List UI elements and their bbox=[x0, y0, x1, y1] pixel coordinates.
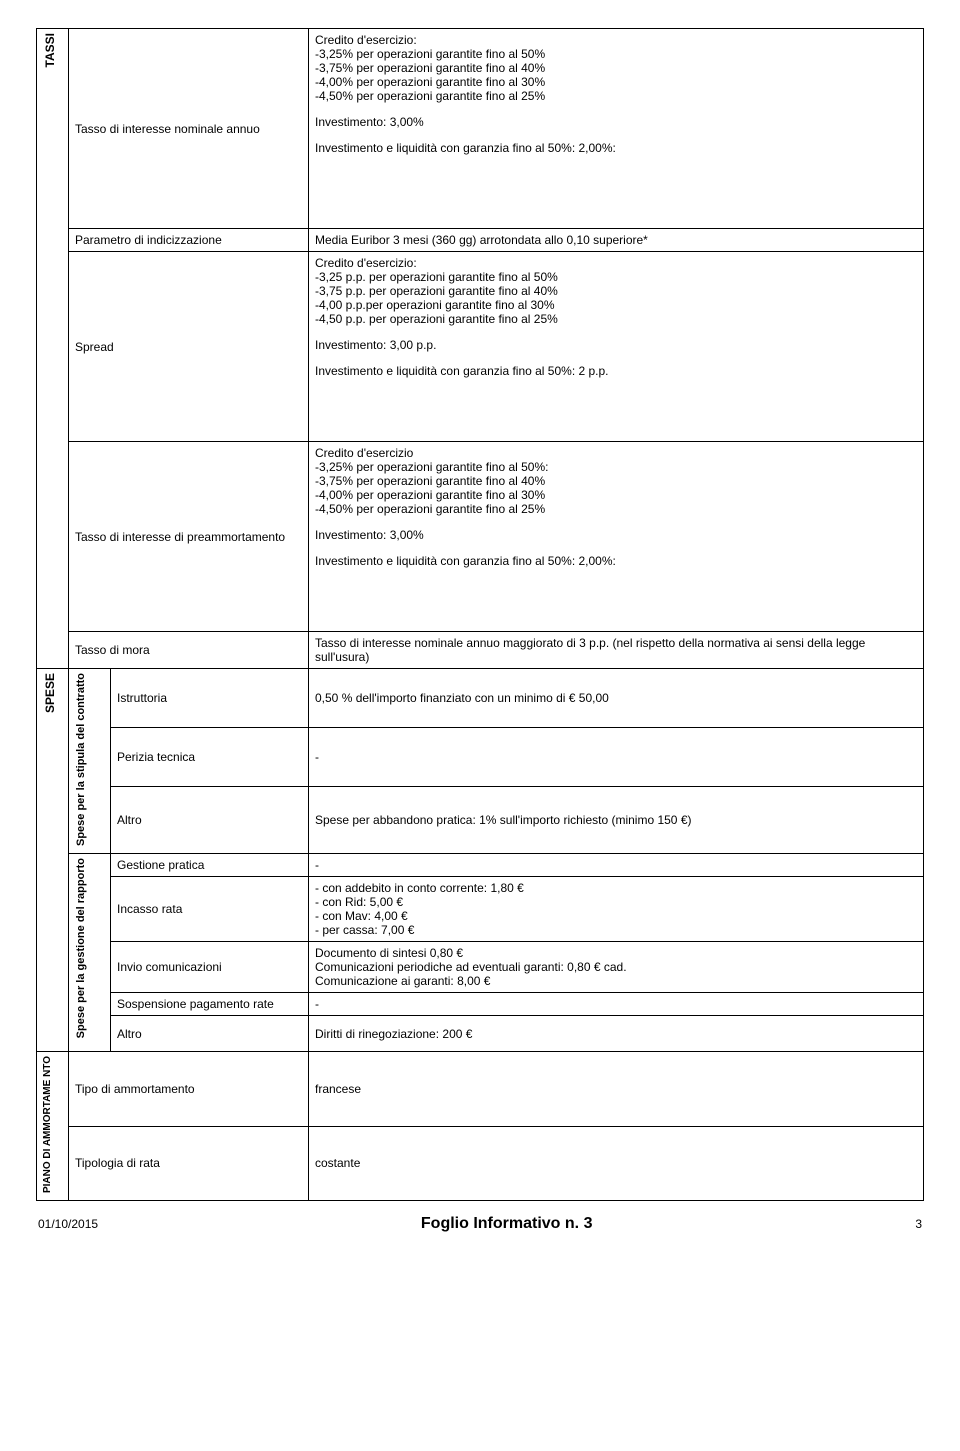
row-invio-value: Documento di sintesi 0,80 € Comunicazion… bbox=[309, 942, 924, 993]
l3: - con Mav: 4,00 € bbox=[315, 909, 408, 923]
credito-header: Credito d'esercizio: bbox=[315, 33, 417, 47]
row-parametro-value: Media Euribor 3 mesi (360 gg) arrotondat… bbox=[309, 229, 924, 252]
row-tipo-amm-value: francese bbox=[309, 1052, 924, 1127]
row-incasso-label: Incasso rata bbox=[111, 877, 309, 942]
l3: -4,00 p.p.per operazioni garantite fino … bbox=[315, 298, 555, 312]
row-altro2-value: Diritti di rinegoziazione: 200 € bbox=[309, 1016, 924, 1052]
row-preamm-label: Tasso di interesse di preammortamento bbox=[69, 442, 309, 632]
l1: -3,25 p.p. per operazioni garantite fino… bbox=[315, 270, 558, 284]
l4: -4,50% per operazioni garantite fino al … bbox=[315, 89, 545, 103]
section-spese-label: SPESE bbox=[43, 673, 62, 713]
row-sospensione-label: Sospensione pagamento rate bbox=[111, 993, 309, 1016]
l2: -3,75% per operazioni garantite fino al … bbox=[315, 61, 545, 75]
inv-liq: Investimento e liquidità con garanzia fi… bbox=[315, 141, 917, 155]
section-spese: SPESE bbox=[37, 669, 69, 1052]
l3: -4,00% per operazioni garantite fino al … bbox=[315, 488, 545, 502]
subsection-gestione-label: Spese per la gestione del rapporto bbox=[75, 858, 104, 1038]
inv: Investimento: 3,00% bbox=[315, 115, 917, 129]
subsection-stipula-label: Spese per la stipula del contratto bbox=[75, 673, 104, 846]
row-parametro-label: Parametro di indicizzazione bbox=[69, 229, 309, 252]
l4: - per cassa: 7,00 € bbox=[315, 923, 414, 937]
inv-liq: Investimento e liquidità con garanzia fi… bbox=[315, 554, 917, 568]
subsection-gestione: Spese per la gestione del rapporto bbox=[69, 854, 111, 1052]
row-istruttoria-value: 0,50 % dell'importo finanziato con un mi… bbox=[309, 669, 924, 728]
row-gestione-pratica-value: - bbox=[309, 854, 924, 877]
l2: -3,75% per operazioni garantite fino al … bbox=[315, 474, 545, 488]
row-spread-label: Spread bbox=[69, 252, 309, 442]
row-sospensione-value: - bbox=[309, 993, 924, 1016]
row-perizia-value: - bbox=[309, 727, 924, 786]
row-tipo-amm-label: Tipo di ammortamento bbox=[69, 1052, 309, 1127]
row-tasso-nominale-label: Tasso di interesse nominale annuo bbox=[69, 29, 309, 229]
row-preamm-value: Credito d'esercizio -3,25% per operazion… bbox=[309, 442, 924, 632]
row-altro1-value: Spese per abbandono pratica: 1% sull'imp… bbox=[309, 786, 924, 853]
row-spread-value: Credito d'esercizio: -3,25 p.p. per oper… bbox=[309, 252, 924, 442]
row-altro2-label: Altro bbox=[111, 1016, 309, 1052]
l3: -4,00% per operazioni garantite fino al … bbox=[315, 75, 545, 89]
row-incasso-value: - con addebito in conto corrente: 1,80 €… bbox=[309, 877, 924, 942]
inv: Investimento: 3,00 p.p. bbox=[315, 338, 917, 352]
row-altro1-label: Altro bbox=[111, 786, 309, 853]
credito-header: Credito d'esercizio: bbox=[315, 256, 417, 270]
footer-date: 01/10/2015 bbox=[38, 1217, 98, 1231]
inv: Investimento: 3,00% bbox=[315, 528, 917, 542]
row-mora-value: Tasso di interesse nominale annuo maggio… bbox=[309, 632, 924, 669]
inv-liq: Investimento e liquidità con garanzia fi… bbox=[315, 364, 917, 378]
rates-table: TASSI Tasso di interesse nominale annuo … bbox=[36, 28, 924, 1201]
l2: - con Rid: 5,00 € bbox=[315, 895, 403, 909]
l1: -3,25% per operazioni garantite fino al … bbox=[315, 460, 548, 474]
row-perizia-label: Perizia tecnica bbox=[111, 727, 309, 786]
l4: -4,50% per operazioni garantite fino al … bbox=[315, 502, 545, 516]
l4: -4,50 p.p. per operazioni garantite fino… bbox=[315, 312, 558, 326]
l1: -3,25% per operazioni garantite fino al … bbox=[315, 47, 545, 61]
footer-page: 3 bbox=[915, 1217, 922, 1231]
row-invio-label: Invio comunicazioni bbox=[111, 942, 309, 993]
section-tassi-label: TASSI bbox=[43, 33, 62, 67]
subsection-stipula: Spese per la stipula del contratto bbox=[69, 669, 111, 854]
row-tipologia-value: costante bbox=[309, 1126, 924, 1201]
page-footer: 01/10/2015 Foglio Informativo n. 3 3 bbox=[36, 1215, 924, 1233]
credito-header: Credito d'esercizio bbox=[315, 446, 413, 460]
row-mora-label: Tasso di mora bbox=[69, 632, 309, 669]
l2: -3,75 p.p. per operazioni garantite fino… bbox=[315, 284, 558, 298]
l3: Comunicazione ai garanti: 8,00 € bbox=[315, 974, 490, 988]
row-tipologia-label: Tipologia di rata bbox=[69, 1126, 309, 1201]
l1: - con addebito in conto corrente: 1,80 € bbox=[315, 881, 524, 895]
section-piano-label: PIANO DI AMMORTAME NTO bbox=[43, 1056, 62, 1193]
section-piano: PIANO DI AMMORTAME NTO bbox=[37, 1052, 69, 1201]
footer-title: Foglio Informativo n. 3 bbox=[421, 1215, 593, 1233]
row-istruttoria-label: Istruttoria bbox=[111, 669, 309, 728]
l1: Documento di sintesi 0,80 € bbox=[315, 946, 463, 960]
row-tasso-nominale-value: Credito d'esercizio: -3,25% per operazio… bbox=[309, 29, 924, 229]
l2: Comunicazioni periodiche ad eventuali ga… bbox=[315, 960, 627, 974]
section-tassi: TASSI bbox=[37, 29, 69, 669]
row-gestione-pratica-label: Gestione pratica bbox=[111, 854, 309, 877]
